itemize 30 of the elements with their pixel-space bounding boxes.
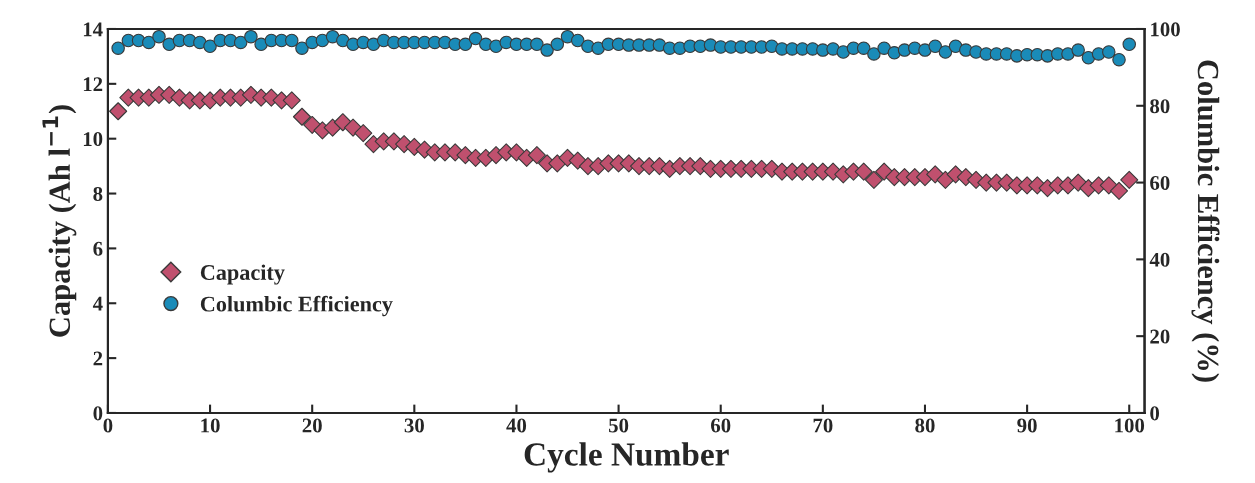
y2-tick-label: 60 [1150, 175, 1170, 191]
x-tick-label: 50 [609, 418, 629, 433]
y2-tick-label: 40 [1149, 252, 1170, 267]
y2-tick-label: 80 [1150, 99, 1170, 114]
y2-tick-label: 20 [1150, 329, 1170, 344]
x-tick-label: 40 [506, 418, 527, 433]
x-tick-label: 90 [1017, 418, 1037, 433]
legend-label: Capacity [200, 264, 285, 285]
y-tick-label: 2 [93, 351, 103, 366]
y-tick-label: 8 [93, 186, 103, 201]
x-tick-label: 60 [711, 418, 731, 433]
y2-tick-label: 100 [1151, 22, 1180, 37]
y-tick-label: 10 [83, 132, 103, 147]
x-tick-label: 100 [1115, 418, 1145, 433]
y-tick-label: 12 [83, 77, 103, 92]
x-axis-title: Cycle Number [524, 442, 729, 473]
x-tick-label: 20 [302, 418, 322, 433]
y-tick-label: 0 [93, 406, 103, 421]
y-tick-label: 4 [92, 296, 103, 311]
y-tick-label: 6 [93, 241, 103, 256]
x-tick-label: 70 [813, 418, 833, 433]
x-tick-label: 10 [201, 418, 220, 433]
x-tick-label: 0 [103, 418, 113, 433]
y-tick-label: 14 [83, 22, 103, 37]
x-tick-label: 30 [404, 418, 424, 433]
x-tick-label: 80 [915, 418, 935, 433]
legend-label: Columbic Efficiency [200, 295, 393, 317]
y2-axis-title: Columbic Efficiency (%) [1191, 60, 1220, 382]
y2-tick-label: 0 [1150, 406, 1160, 421]
y-axis-title: Capacity (Ah l$^{−1}$) [42, 105, 77, 337]
